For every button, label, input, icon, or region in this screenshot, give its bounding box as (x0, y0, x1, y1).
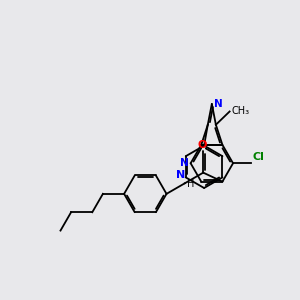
Text: Cl: Cl (252, 152, 264, 162)
Text: N: N (176, 170, 185, 180)
Text: N: N (179, 158, 188, 168)
Text: O: O (197, 140, 206, 150)
Text: N: N (214, 99, 223, 109)
Text: CH₃: CH₃ (231, 106, 250, 116)
Text: H: H (187, 179, 195, 189)
